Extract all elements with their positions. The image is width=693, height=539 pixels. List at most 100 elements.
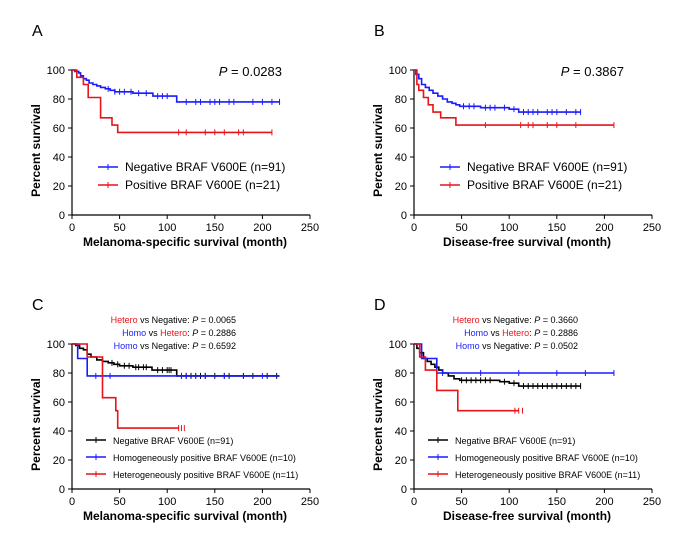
y-axis-label: Percent survival bbox=[29, 104, 43, 197]
x-tick-label: 0 bbox=[411, 496, 417, 508]
y-tick-label: 80 bbox=[53, 368, 65, 380]
y-tick-label: 100 bbox=[389, 65, 407, 77]
annotation-part: : bbox=[187, 328, 192, 338]
survival-curve-1 bbox=[72, 343, 280, 377]
annotation-part: P bbox=[534, 328, 540, 338]
annotation-part: vs Negative: bbox=[480, 341, 535, 351]
y-tick-label: 40 bbox=[395, 152, 407, 164]
annotation-part: Hetero bbox=[160, 328, 187, 338]
y-tick-label: 40 bbox=[53, 426, 65, 438]
panel-d: D 0 20 40 60 80 100 0 50 100 150 200 250 Disease-free… bbox=[371, 297, 661, 523]
p-value-symbol: P bbox=[561, 64, 570, 79]
annotation-part: vs Negative: bbox=[138, 341, 193, 351]
x-tick-label: 100 bbox=[500, 222, 518, 234]
legend-label-2: Homogeneously positive BRAF V600E (n=10) bbox=[455, 453, 638, 463]
x-tick-label: 250 bbox=[643, 222, 661, 234]
x-axis-label: Melanoma-specific survival (month) bbox=[83, 509, 287, 523]
legend-label-1: Negative BRAF V600E (n=91) bbox=[125, 160, 285, 174]
x-tick-label: 250 bbox=[301, 222, 319, 234]
x-tick-label: 200 bbox=[253, 496, 271, 508]
annotation-part: Homo bbox=[122, 328, 146, 338]
annotation-part: Hetero bbox=[111, 315, 138, 325]
p-value-number: = 0.0283 bbox=[227, 64, 282, 79]
y-tick-label: 100 bbox=[389, 339, 407, 351]
annotation-part: = 0.2886 bbox=[198, 328, 236, 338]
y-tick-label: 100 bbox=[47, 65, 65, 77]
y-tick-label: 100 bbox=[47, 339, 65, 351]
pairwise-p-annotation-2: Homo vs Hetero: P = 0.2886 bbox=[122, 328, 236, 338]
legend-label-2: Homogeneously positive BRAF V600E (n=10) bbox=[113, 453, 296, 463]
p-value-symbol: P bbox=[219, 64, 228, 79]
x-axis-label: Melanoma-specific survival (month) bbox=[83, 235, 287, 249]
x-tick-label: 200 bbox=[595, 222, 613, 234]
annotation-part: P bbox=[534, 341, 540, 351]
x-tick-label: 50 bbox=[113, 222, 125, 234]
y-tick-label: 80 bbox=[395, 94, 407, 106]
x-axis-label: Disease-free survival (month) bbox=[443, 509, 611, 523]
legend-label-1: Negative BRAF V600E (n=91) bbox=[467, 160, 627, 174]
legend-label-1: Negative BRAF V600E (n=91) bbox=[455, 436, 575, 446]
annotation-part: : bbox=[529, 328, 534, 338]
y-tick-label: 80 bbox=[395, 368, 407, 380]
survival-curve-2 bbox=[72, 69, 272, 134]
pairwise-p-annotation-3: Homo vs Negative: P = 0.0502 bbox=[456, 341, 578, 351]
y-tick-label: 20 bbox=[53, 455, 65, 467]
y-tick-label: 60 bbox=[53, 397, 65, 409]
annotation-part: Hetero bbox=[502, 328, 529, 338]
panel-letter: C bbox=[32, 297, 44, 314]
x-tick-label: 100 bbox=[158, 496, 176, 508]
x-tick-label: 0 bbox=[411, 222, 417, 234]
x-tick-label: 50 bbox=[113, 496, 125, 508]
legend-label-3: Heterogeneously positive BRAF V600E (n=1… bbox=[113, 470, 298, 480]
annotation-part: P bbox=[192, 328, 198, 338]
x-tick-label: 150 bbox=[548, 222, 566, 234]
annotation-part: Hetero bbox=[453, 315, 480, 325]
x-axis-label: Disease-free survival (month) bbox=[443, 235, 611, 249]
y-axis-label: Percent survival bbox=[371, 104, 385, 197]
annotation-part: = 0.0502 bbox=[540, 341, 578, 351]
legend-label-3: Heterogeneously positive BRAF V600E (n=1… bbox=[455, 470, 640, 480]
annotation-part: Homo bbox=[456, 341, 480, 351]
x-tick-label: 200 bbox=[595, 496, 613, 508]
pairwise-p-annotation-3: Homo vs Negative: P = 0.6592 bbox=[114, 341, 236, 351]
y-tick-label: 60 bbox=[395, 397, 407, 409]
y-tick-label: 40 bbox=[395, 426, 407, 438]
panel-a: A 0 20 40 60 80 100 0 50 100 150 200 250 Melanoma-spe… bbox=[29, 23, 319, 249]
x-tick-label: 0 bbox=[69, 496, 75, 508]
y-tick-label: 0 bbox=[401, 210, 407, 222]
annotation-part: = 0.2886 bbox=[540, 328, 578, 338]
annotation-part: P bbox=[192, 315, 198, 325]
annotation-part: P bbox=[192, 341, 198, 351]
y-tick-label: 20 bbox=[395, 455, 407, 467]
p-value-number: = 0.3867 bbox=[569, 64, 624, 79]
p-value-label: P = 0.3867 bbox=[561, 64, 624, 79]
survival-curve-1 bbox=[414, 69, 581, 113]
survival-curve-2 bbox=[414, 69, 614, 126]
y-axis-label: Percent survival bbox=[29, 378, 43, 471]
x-tick-label: 150 bbox=[548, 496, 566, 508]
y-tick-label: 40 bbox=[53, 152, 65, 164]
y-tick-label: 60 bbox=[53, 123, 65, 135]
y-tick-label: 20 bbox=[395, 181, 407, 193]
y-tick-label: 60 bbox=[395, 123, 407, 135]
y-tick-label: 0 bbox=[59, 484, 65, 496]
x-tick-label: 0 bbox=[69, 222, 75, 234]
annotation-part: Homo bbox=[464, 328, 488, 338]
x-tick-label: 50 bbox=[455, 496, 467, 508]
x-tick-label: 100 bbox=[158, 222, 176, 234]
annotation-part: vs Negative: bbox=[480, 315, 535, 325]
panel-c: C 0 20 40 60 80 100 0 50 100 150 200 250 Melanoma-spe… bbox=[29, 297, 319, 523]
annotation-part: = 0.3660 bbox=[540, 315, 578, 325]
pairwise-p-annotation-2: Homo vs Hetero: P = 0.2886 bbox=[464, 328, 578, 338]
y-axis-label: Percent survival bbox=[371, 378, 385, 471]
x-tick-label: 250 bbox=[301, 496, 319, 508]
annotation-part: = 0.0065 bbox=[198, 315, 236, 325]
x-tick-label: 200 bbox=[253, 222, 271, 234]
y-tick-label: 0 bbox=[59, 210, 65, 222]
p-value-label: P = 0.0283 bbox=[219, 64, 282, 79]
x-tick-label: 150 bbox=[206, 496, 224, 508]
legend-label-2: Positive BRAF V600E (n=21) bbox=[467, 178, 622, 192]
annotation-part: = 0.6592 bbox=[198, 341, 236, 351]
survival-curve-3 bbox=[414, 343, 519, 412]
